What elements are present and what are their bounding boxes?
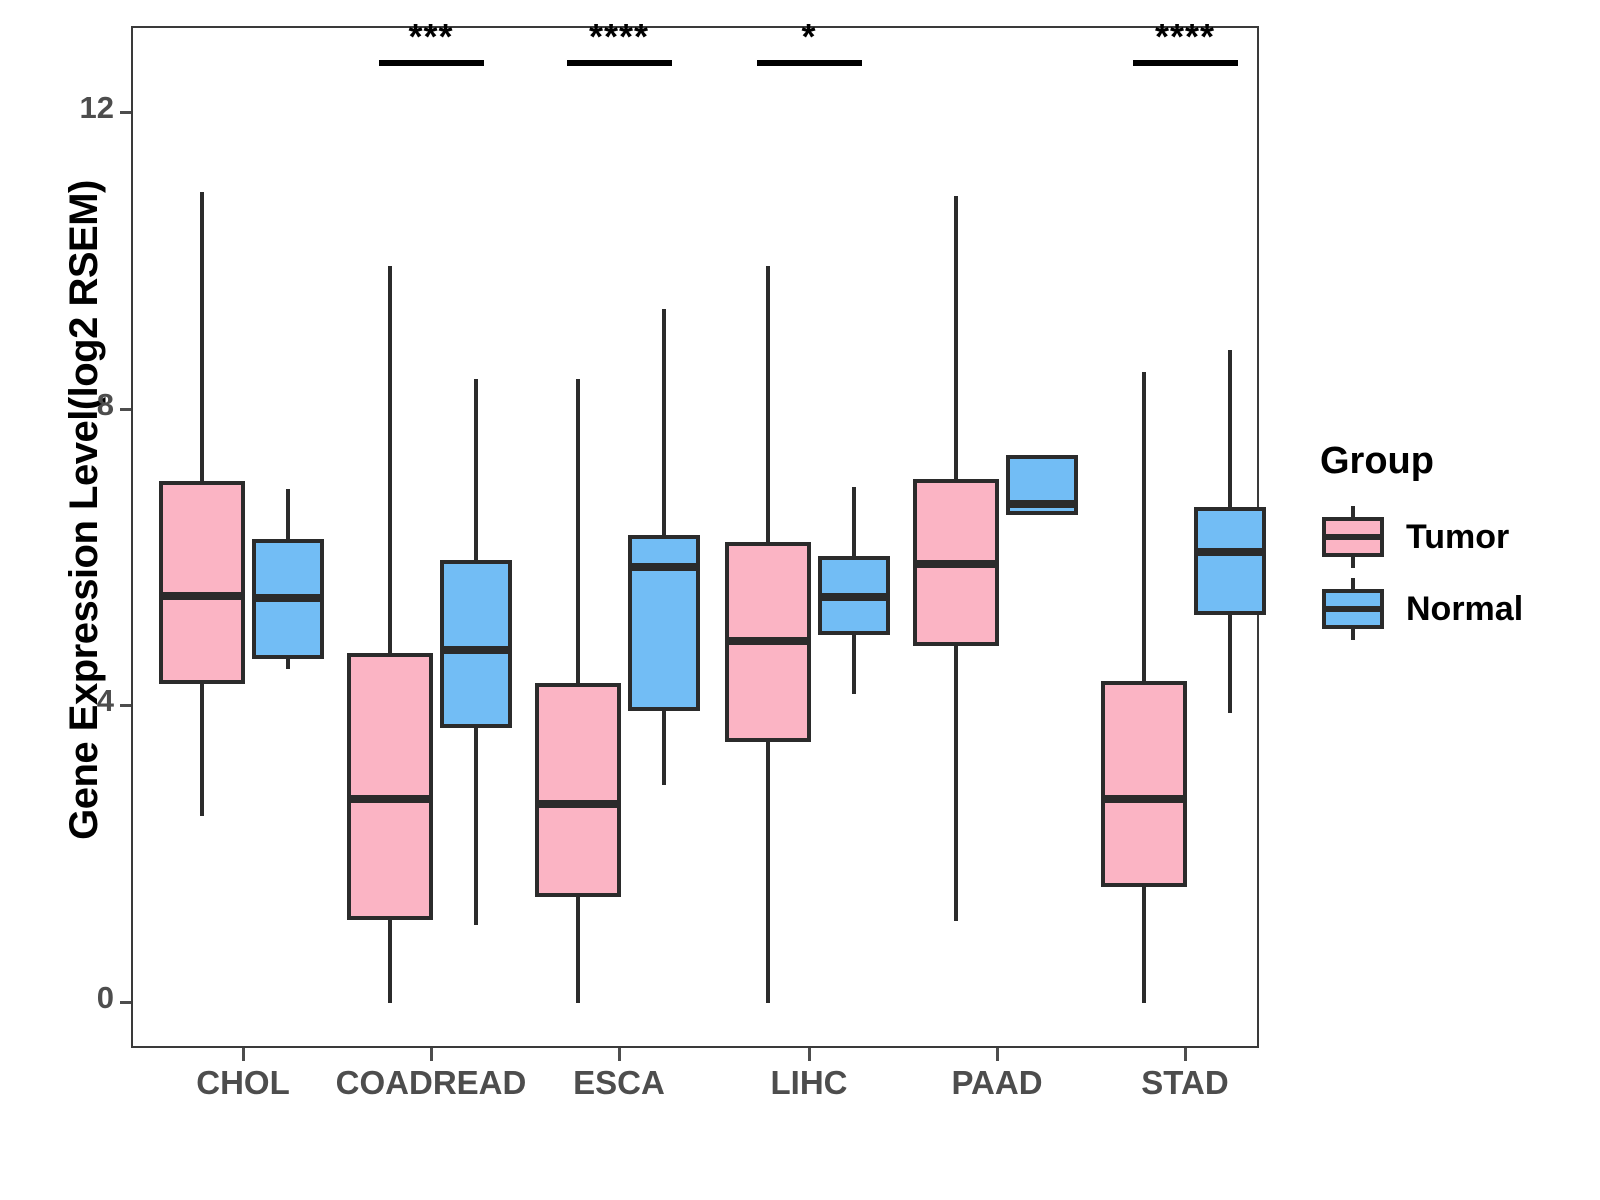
median-line	[159, 592, 245, 601]
whisker-upper	[662, 309, 666, 536]
whisker-upper	[766, 266, 770, 542]
whisker-upper	[852, 487, 856, 556]
whisker-lower	[852, 634, 856, 694]
y-tick-label: 4	[96, 683, 114, 719]
x-tick-label-paad: PAAD	[951, 1064, 1043, 1101]
whisker-lower	[286, 659, 290, 669]
x-tick-label-chol: CHOL	[196, 1064, 290, 1101]
whisker-upper	[200, 191, 204, 482]
significance-bar-stad	[1132, 60, 1238, 67]
median-line	[535, 799, 621, 808]
x-tick-label-lihc: LIHC	[770, 1064, 848, 1101]
whisker-lower	[954, 645, 958, 921]
box-iqr	[440, 560, 512, 729]
whisker-lower	[662, 711, 666, 786]
whisker-upper	[1228, 349, 1232, 508]
legend-title: Group	[1320, 440, 1434, 482]
box-iqr	[628, 535, 700, 712]
x-tick-mark	[430, 1048, 433, 1061]
significance-bar-esca	[566, 60, 672, 67]
y-tick-label: 0	[96, 980, 114, 1015]
whisker-lower	[766, 742, 770, 1003]
x-tick-mark	[242, 1048, 245, 1061]
significance-label-coadread: ***	[408, 16, 454, 58]
significance-bar-coadread	[378, 60, 484, 67]
whisker-lower	[474, 728, 478, 926]
x-tick-mark	[618, 1048, 621, 1061]
whisker-upper	[1142, 372, 1146, 681]
whisker-upper	[474, 379, 478, 561]
significance-bar-lihc	[756, 60, 862, 67]
median-line	[913, 560, 999, 569]
whisker-lower	[1142, 886, 1146, 1003]
x-tick-label-stad: STAD	[1141, 1064, 1229, 1101]
legend-item-tumor[interactable]: Tumor	[1320, 501, 1580, 573]
legend-swatch-normal	[1320, 578, 1386, 640]
significance-label-esca: ****	[588, 16, 650, 58]
median-line	[628, 563, 700, 572]
box-iqr	[347, 653, 433, 921]
whisker-lower	[200, 684, 204, 816]
x-tick-mark	[1184, 1048, 1187, 1061]
legend-swatch-median	[1322, 606, 1384, 612]
median-line	[440, 646, 512, 655]
median-line	[1006, 500, 1078, 509]
x-tick-label-esca: ESCA	[573, 1064, 665, 1101]
legend: Group Tumor Normal	[1320, 440, 1580, 645]
y-axis-title: Gene Expression Level(log2 RSEM)	[61, 180, 106, 840]
median-line	[818, 592, 890, 601]
whisker-upper	[954, 195, 958, 479]
legend-label-tumor: Tumor	[1406, 517, 1510, 556]
box-iqr	[159, 481, 245, 685]
whisker-upper	[576, 378, 580, 683]
box-iqr	[1101, 680, 1187, 887]
y-tick-mark	[120, 704, 131, 708]
box-iqr	[535, 682, 621, 898]
legend-swatch-median	[1322, 534, 1384, 540]
median-line	[725, 637, 811, 646]
plot-area	[133, 28, 1266, 1046]
whisker-upper	[286, 488, 290, 539]
y-tick-mark	[120, 110, 131, 114]
median-line	[1101, 795, 1187, 804]
plot-panel	[131, 26, 1266, 1048]
whisker-upper	[388, 266, 392, 654]
whisker-lower	[576, 897, 580, 1003]
significance-label-lihc: *	[801, 16, 817, 58]
legend-swatch-tumor	[1320, 506, 1386, 568]
legend-item-normal[interactable]: Normal	[1320, 573, 1580, 645]
y-tick-mark	[120, 407, 131, 411]
whisker-lower	[1228, 614, 1232, 714]
box-iqr	[1194, 507, 1266, 615]
x-tick-mark	[808, 1048, 811, 1061]
y-tick-mark	[120, 1001, 131, 1004]
whisker-lower	[388, 920, 392, 1003]
legend-items: Tumor Normal	[1320, 501, 1580, 645]
x-tick-label-coadread: COADREAD	[335, 1064, 527, 1101]
significance-label-stad: ****	[1154, 16, 1216, 58]
y-tick-label: 8	[96, 386, 114, 422]
legend-label-normal: Normal	[1406, 589, 1524, 628]
median-line	[252, 594, 324, 603]
x-tick-mark	[996, 1048, 999, 1061]
median-line	[1194, 547, 1266, 556]
median-line	[347, 795, 433, 804]
y-tick-label: 12	[79, 89, 114, 125]
